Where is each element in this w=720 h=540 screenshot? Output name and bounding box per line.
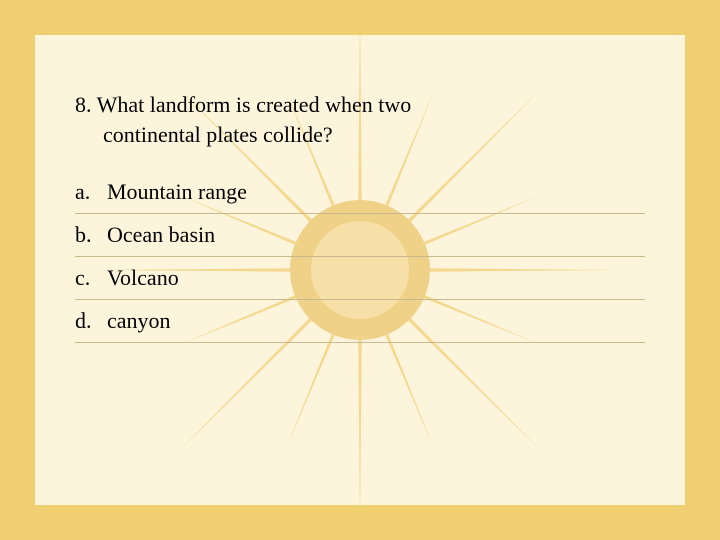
question-text-line2: continental plates collide? xyxy=(75,120,645,150)
question-block: 8. What landform is created when two con… xyxy=(75,90,645,149)
question-number: 8. xyxy=(75,92,92,117)
option-letter: c. xyxy=(75,265,107,291)
option-row: b.Ocean basin xyxy=(75,214,645,257)
question-text-line1: What landform is created when two xyxy=(97,92,412,117)
option-text: canyon xyxy=(107,308,645,334)
option-text: Ocean basin xyxy=(107,222,645,248)
options-list: a.Mountain rangeb.Ocean basinc.Volcanod.… xyxy=(75,171,645,343)
option-letter: b. xyxy=(75,222,107,248)
slide: 8. What landform is created when two con… xyxy=(0,0,720,540)
option-letter: d. xyxy=(75,308,107,334)
option-row: a.Mountain range xyxy=(75,171,645,214)
option-row: c.Volcano xyxy=(75,257,645,300)
content-area: 8. What landform is created when two con… xyxy=(35,35,685,383)
inner-frame: 8. What landform is created when two con… xyxy=(35,35,685,505)
option-text: Mountain range xyxy=(107,179,645,205)
option-letter: a. xyxy=(75,179,107,205)
option-text: Volcano xyxy=(107,265,645,291)
option-row: d.canyon xyxy=(75,300,645,343)
